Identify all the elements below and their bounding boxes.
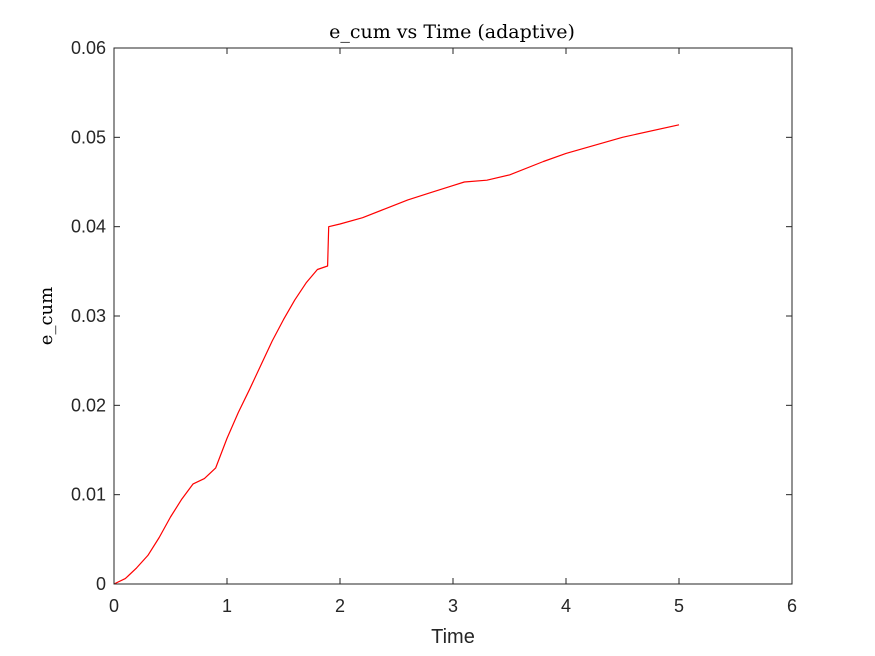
y-tick-label: 0.02: [71, 395, 106, 415]
axes-box: [113, 47, 793, 585]
x-tick-label: 3: [448, 596, 458, 616]
series-line-e-cum: [113, 124, 680, 585]
x-axis-label: Time: [431, 626, 475, 648]
plot-area: [114, 48, 792, 584]
x-tick-label: 1: [222, 596, 232, 616]
x-tick-label: 6: [787, 596, 797, 616]
x-tick-label: 4: [561, 596, 571, 616]
x-tick-label: 2: [335, 596, 345, 616]
y-tick-label: 0.03: [71, 306, 106, 326]
chart-title: e_cum vs Time (adaptive): [329, 21, 575, 43]
y-tick-label: 0.04: [71, 217, 106, 237]
y-tick-label: 0.01: [71, 485, 106, 505]
x-tick-label: 0: [109, 596, 119, 616]
y-tick-label: 0.06: [71, 38, 106, 58]
y-tick-label: 0.05: [71, 127, 106, 147]
axis-ticks: 0 1 2 3 4 5 6 0 0.01 0.02 0.03 0.04 0.05 0.06: [71, 38, 797, 616]
y-tick-label: 0: [96, 574, 106, 594]
y-axis-label: e_cum: [36, 287, 57, 345]
x-tick-label: 5: [674, 596, 684, 616]
